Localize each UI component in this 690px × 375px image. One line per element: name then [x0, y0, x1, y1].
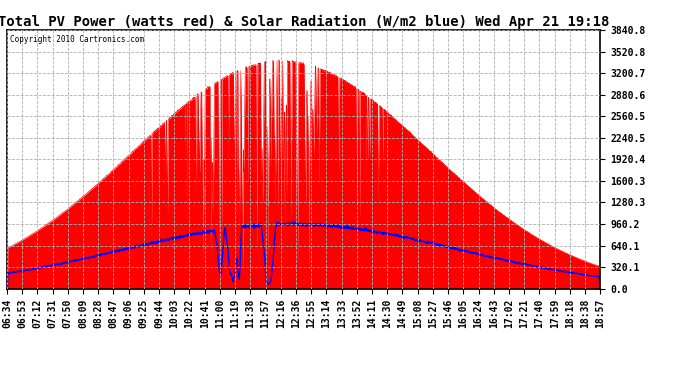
Text: Copyright 2010 Cartronics.com: Copyright 2010 Cartronics.com [10, 35, 144, 44]
Title: Total PV Power (watts red) & Solar Radiation (W/m2 blue) Wed Apr 21 19:18: Total PV Power (watts red) & Solar Radia… [0, 15, 609, 29]
